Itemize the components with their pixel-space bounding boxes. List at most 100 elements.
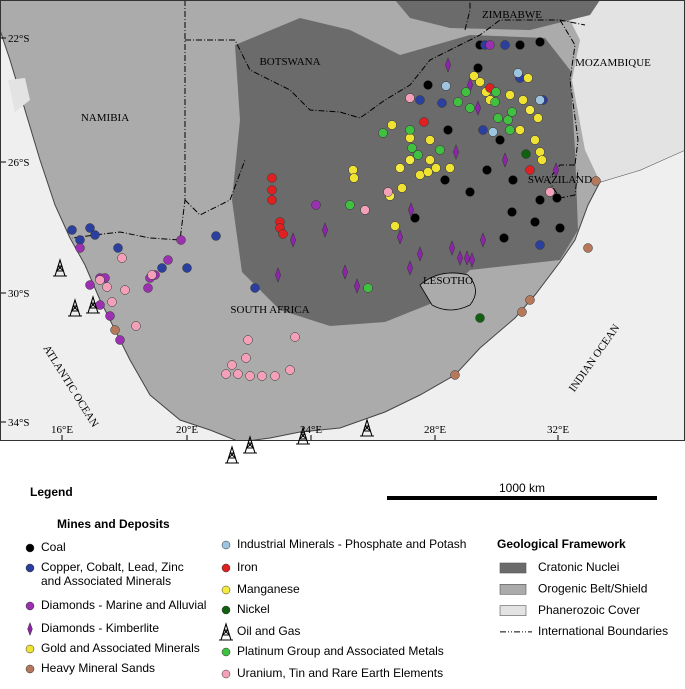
- deposit-marker: [478, 125, 488, 135]
- deposit-marker: [285, 365, 295, 375]
- deposit-marker: [469, 71, 479, 81]
- deposit-marker: [267, 185, 277, 195]
- deposit-marker: [410, 213, 420, 223]
- kimberlite-marker: [457, 250, 463, 266]
- derrick: [360, 418, 374, 437]
- deposit-marker: [437, 98, 447, 108]
- legend-label: International Boundaries: [538, 624, 668, 638]
- legend-label: Iron: [237, 560, 258, 574]
- kimberlite-marker: [407, 260, 413, 276]
- deposit-marker: [425, 135, 435, 145]
- deposit-marker: [115, 335, 125, 345]
- deposit-marker: [431, 163, 441, 173]
- derrick: [225, 445, 239, 464]
- oil-gas-sites: [53, 258, 374, 464]
- deposit-marker: [378, 128, 388, 138]
- deposit-marker: [227, 360, 237, 370]
- kimberlite-marker: [397, 229, 403, 245]
- kimberlite-marker: [275, 267, 281, 283]
- kimberlite-marker: [445, 57, 451, 73]
- deposit-marker: [513, 68, 523, 78]
- deposit-marker: [491, 87, 501, 97]
- deposit-marker: [530, 135, 540, 145]
- deposit-marker: [507, 107, 517, 117]
- deposit-marker: [345, 200, 355, 210]
- deposit-marker: [415, 95, 425, 105]
- deposit-marker: [348, 165, 358, 175]
- kimberlite-marker: [553, 162, 559, 178]
- deposit-marker: [182, 263, 192, 273]
- deposit-marker: [143, 283, 153, 293]
- country-label: NAMIBIA: [81, 112, 129, 124]
- deposit-marker: [278, 229, 288, 239]
- deposit-marker: [517, 307, 527, 317]
- deposit-marker: [25, 601, 35, 611]
- deposit-marker: [270, 371, 280, 381]
- deposit-marker: [157, 263, 167, 273]
- derrick: [86, 295, 100, 314]
- deposit-marker: [485, 40, 495, 50]
- kimberlite-marker: [322, 222, 328, 238]
- deposit-marker: [441, 81, 451, 91]
- deposit-marker: [117, 253, 127, 263]
- country-label: SOUTH AFRICA: [230, 304, 309, 316]
- legend-swatch: [499, 605, 527, 616]
- deposit-marker: [505, 90, 515, 100]
- deposit-marker: [419, 117, 429, 127]
- deposit-marker: [493, 113, 503, 123]
- deposit-marker: [75, 235, 85, 245]
- deposit-marker: [105, 311, 115, 321]
- deposit-marker: [221, 563, 231, 573]
- deposit-marker: [250, 283, 260, 293]
- kimberlite-marker: [469, 252, 475, 268]
- deposit-marker: [211, 231, 221, 241]
- deposit-marker: [75, 243, 85, 253]
- deposit-marker: [25, 563, 35, 573]
- deposit-marker: [475, 313, 485, 323]
- deposit-marker: [257, 371, 267, 381]
- deposit-marker: [360, 205, 370, 215]
- longitude-label: 28°E: [424, 424, 446, 436]
- deposit-marker: [535, 147, 545, 157]
- deposit-marker: [267, 173, 277, 183]
- legend-label: Uranium, Tin and Rare Earth Elements: [237, 666, 443, 680]
- kimberlite-marker: [354, 278, 360, 294]
- derrick: [68, 298, 82, 317]
- deposit-marker: [397, 183, 407, 193]
- deposit-marker: [535, 240, 545, 250]
- latitude-label: 22°S: [8, 33, 30, 45]
- deposit-marker: [85, 223, 95, 233]
- deposit-marker: [507, 207, 517, 217]
- deposit-marker: [423, 80, 433, 90]
- country-label: SWAZILAND: [528, 174, 592, 186]
- longitude-label: 24°E: [300, 424, 322, 436]
- deposit-marker: [535, 195, 545, 205]
- country-label: BOTSWANA: [259, 56, 320, 68]
- deposit-marker: [267, 195, 277, 205]
- deposit-marker: [499, 233, 509, 243]
- deposit-marker: [107, 297, 117, 307]
- legend-label: Diamonds - Kimberlite: [41, 621, 159, 635]
- borders: [71, 0, 586, 241]
- deposit-marker: [530, 217, 540, 227]
- deposit-marker: [221, 669, 231, 679]
- deposit-marker: [473, 63, 483, 73]
- deposit-marker: [537, 155, 547, 165]
- kimberlite-marker: [480, 232, 486, 248]
- phanerozoic-cover: [560, 0, 685, 182]
- deposit-marker: [523, 73, 533, 83]
- deposit-marker: [535, 95, 545, 105]
- legend-label: Coal: [41, 540, 66, 554]
- longitude-label: 20°E: [176, 424, 198, 436]
- deposit-marker: [290, 332, 300, 342]
- map: [0, 0, 685, 440]
- deposit-marker: [508, 175, 518, 185]
- deposit-marker: [591, 176, 601, 186]
- legend-label: Heavy Mineral Sands: [41, 661, 155, 675]
- scale-label: 1000 km: [499, 481, 545, 495]
- deposit-marker: [413, 150, 423, 160]
- deposit-marker: [465, 187, 475, 197]
- deposit-marker: [425, 155, 435, 165]
- geology-title: Geological Framework: [497, 537, 626, 551]
- deposit-marker: [465, 103, 475, 113]
